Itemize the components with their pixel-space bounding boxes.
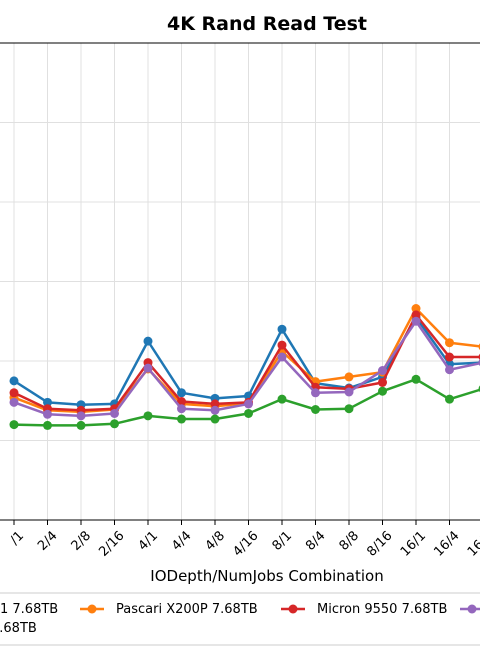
data-point bbox=[411, 316, 421, 326]
data-point bbox=[445, 338, 454, 348]
data-point bbox=[210, 405, 220, 415]
data-point bbox=[344, 372, 354, 382]
data-point bbox=[76, 420, 86, 430]
chart-title: 4K Rand Read Test bbox=[167, 13, 367, 35]
legend-marker bbox=[467, 604, 477, 614]
legend-label: Pascari X200P 7.68TB bbox=[116, 602, 258, 617]
data-point bbox=[9, 388, 19, 398]
data-point bbox=[177, 414, 186, 424]
legend-frame bbox=[0, 592, 480, 646]
x-tick-label: 16/4 bbox=[431, 528, 462, 559]
x-tick-label: 2/8 bbox=[69, 528, 94, 553]
legend-label: 7.68TB bbox=[0, 621, 37, 636]
legend: 1 7.68TB Pascari X200P 7.68TB Micron 9550 … bbox=[0, 592, 480, 646]
data-point bbox=[143, 336, 153, 346]
data-point bbox=[311, 388, 320, 398]
data-point bbox=[311, 404, 320, 414]
data-point bbox=[277, 352, 287, 362]
x-tick-label: /1 bbox=[7, 528, 27, 548]
data-point bbox=[344, 404, 354, 414]
data-point bbox=[378, 366, 387, 376]
data-point bbox=[445, 365, 454, 375]
data-point bbox=[9, 420, 19, 430]
data-point bbox=[244, 408, 253, 418]
data-point bbox=[43, 397, 52, 407]
x-tick-label: 8/8 bbox=[337, 528, 362, 553]
x-tick-label: 16/8 bbox=[465, 528, 480, 559]
data-point bbox=[344, 387, 354, 397]
data-point bbox=[244, 399, 253, 409]
data-point bbox=[277, 340, 287, 350]
data-point bbox=[110, 408, 119, 418]
x-tick-label: 8/1 bbox=[270, 528, 295, 553]
legend-label: 1 7.68TB bbox=[0, 602, 58, 617]
data-point bbox=[378, 377, 387, 387]
data-point bbox=[43, 420, 52, 430]
data-point bbox=[378, 386, 387, 396]
x-tick-label: 4/4 bbox=[169, 528, 194, 553]
data-point bbox=[177, 388, 186, 398]
x-tick-label: 4/8 bbox=[203, 528, 228, 553]
data-point bbox=[277, 324, 287, 334]
data-point bbox=[110, 419, 119, 429]
x-tick-label: 4/1 bbox=[136, 528, 161, 553]
data-point bbox=[411, 374, 421, 384]
data-point bbox=[76, 411, 86, 421]
data-point bbox=[177, 404, 186, 414]
x-tick-label: 16/1 bbox=[398, 528, 429, 559]
data-point bbox=[411, 304, 421, 314]
x-tick-label: 2/4 bbox=[35, 528, 60, 553]
x-axis-label: IODepth/NumJobs Combination bbox=[150, 567, 383, 585]
x-tick-label: 2/16 bbox=[96, 528, 127, 559]
data-point bbox=[445, 394, 454, 404]
axes bbox=[0, 42, 480, 525]
x-tick-label: 8/4 bbox=[303, 528, 328, 553]
x-tick-label: 4/16 bbox=[230, 528, 261, 559]
data-point bbox=[277, 394, 287, 404]
grid bbox=[0, 43, 480, 520]
series-lines bbox=[9, 304, 480, 430]
data-point bbox=[445, 352, 454, 362]
data-point bbox=[411, 310, 421, 320]
data-point bbox=[143, 411, 153, 421]
legend-marker bbox=[288, 604, 298, 614]
data-point bbox=[9, 397, 19, 407]
data-point bbox=[210, 399, 220, 409]
data-point bbox=[143, 363, 153, 373]
data-point bbox=[9, 376, 19, 386]
data-point bbox=[177, 397, 186, 407]
legend-label: Micron 9550 7.68TB bbox=[317, 602, 447, 617]
legend-marker bbox=[87, 604, 97, 614]
data-point bbox=[210, 414, 220, 424]
x-tick-labels: /1 2/4 2/8 2/16 4/1 4/4 4/8 4/16 8/1 8/4 8/8 8/16 16… bbox=[7, 528, 480, 559]
x-tick-label: 8/16 bbox=[364, 528, 395, 559]
data-point bbox=[43, 409, 52, 419]
